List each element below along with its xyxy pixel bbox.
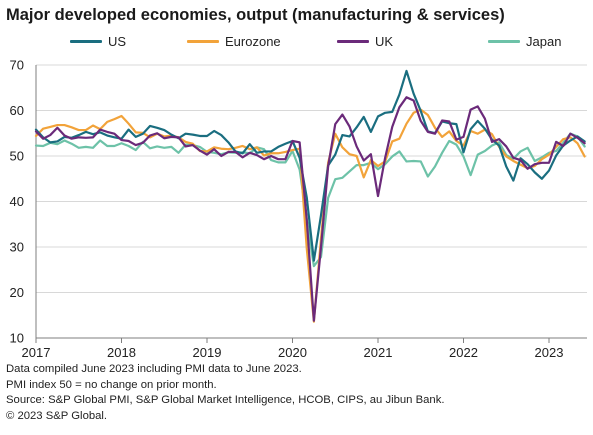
y-tick-label-60: 60: [10, 103, 24, 118]
y-tick-label-40: 40: [10, 194, 24, 209]
y-tick-label-20: 20: [10, 285, 24, 300]
legend-label-uk: UK: [375, 33, 394, 49]
legend-item-japan: Japan: [488, 33, 561, 49]
series-line-uk: [34, 96, 586, 322]
line-chart: 10 20 30 40 50 60 70 2017 2018 2019 2020 2021 2022 20…: [10, 58, 587, 360]
legend-swatch-uk: [337, 39, 369, 43]
legend-label-us: US: [108, 33, 127, 49]
footnote-compiled: Data compiled June 2023 including PMI da…: [6, 363, 302, 375]
chart-footnotes: Data compiled June 2023 including PMI da…: [6, 362, 445, 424]
series-line-japan: [34, 132, 586, 268]
x-tick-label-2017: 2017: [22, 345, 51, 360]
legend-label-japan: Japan: [526, 33, 562, 49]
x-tick-label-2018: 2018: [107, 345, 136, 360]
x-tick-label-2023: 2023: [535, 345, 564, 360]
x-tick-label-2021: 2021: [364, 345, 393, 360]
chart-legend: US Eurozone UK Japan: [70, 33, 590, 49]
x-tick-label-2020: 2020: [278, 345, 307, 360]
x-tick-label-2022: 2022: [449, 345, 478, 360]
y-tick-label-50: 50: [10, 149, 24, 164]
legend-swatch-us: [70, 39, 102, 43]
y-tick-label-30: 30: [10, 240, 24, 255]
footnote-source: Source: S&P Global PMI, S&P Global Marke…: [6, 394, 445, 406]
chart-title: Major developed economies, output (manuf…: [6, 6, 505, 24]
legend-swatch-eurozone: [187, 39, 219, 43]
legend-item-uk: UK: [337, 33, 393, 49]
footnote-pmi: PMI index 50 = no change on prior month.: [6, 378, 217, 391]
legend-item-us: US: [70, 33, 126, 49]
legend-label-eurozone: Eurozone: [225, 33, 281, 49]
y-tick-label-70: 70: [10, 58, 24, 73]
footnote-copyright: © 2023 S&P Global.: [6, 409, 108, 422]
legend-item-eurozone: Eurozone: [187, 33, 281, 49]
x-tick-label-2019: 2019: [193, 345, 222, 360]
y-tick-label-10: 10: [10, 331, 24, 346]
legend-swatch-japan: [488, 39, 520, 43]
series-line-us: [34, 69, 586, 262]
